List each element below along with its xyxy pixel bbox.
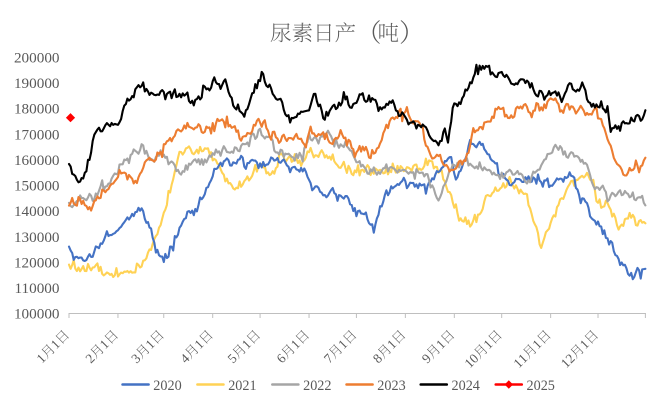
svg-text:2024: 2024 xyxy=(452,378,480,394)
svg-text:2021: 2021 xyxy=(228,378,256,394)
svg-text:2023: 2023 xyxy=(377,378,405,394)
svg-text:150000: 150000 xyxy=(14,178,60,195)
svg-text:190000: 190000 xyxy=(14,75,60,92)
svg-text:100000: 100000 xyxy=(14,306,60,323)
svg-text:2020: 2020 xyxy=(153,378,181,394)
svg-text:2025: 2025 xyxy=(527,378,555,394)
svg-text:2022: 2022 xyxy=(303,378,331,394)
svg-text:130000: 130000 xyxy=(14,229,60,246)
svg-text:160000: 160000 xyxy=(14,152,60,169)
svg-text:140000: 140000 xyxy=(14,203,60,220)
svg-text:180000: 180000 xyxy=(14,101,60,118)
svg-text:200000: 200000 xyxy=(14,50,60,67)
svg-text:110000: 110000 xyxy=(15,280,60,297)
svg-text:170000: 170000 xyxy=(14,126,60,143)
svg-text:120000: 120000 xyxy=(14,255,60,272)
